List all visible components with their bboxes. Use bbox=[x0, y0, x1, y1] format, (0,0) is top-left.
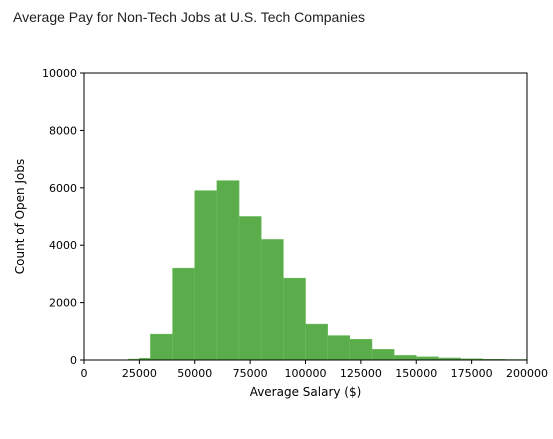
histogram-bar-2 bbox=[150, 333, 173, 361]
histogram-bar-13 bbox=[393, 355, 417, 361]
histogram-bar-11 bbox=[349, 339, 373, 361]
x-axis-label: Average Salary ($) bbox=[250, 385, 362, 399]
x-tick-label-6: 150000 bbox=[395, 367, 437, 380]
y-tick-label-3: 6000 bbox=[49, 182, 77, 195]
x-tick-label-2: 50000 bbox=[177, 367, 212, 380]
x-tick-label-4: 100000 bbox=[285, 367, 327, 380]
x-tick-label-8: 200000 bbox=[506, 367, 548, 380]
histogram-bar-6 bbox=[238, 216, 262, 361]
x-tick-label-3: 75000 bbox=[233, 367, 268, 380]
histogram-bar-4 bbox=[194, 190, 218, 361]
x-tick-label-0: 0 bbox=[81, 367, 88, 380]
y-tick-label-0: 0 bbox=[70, 354, 77, 367]
x-tick-label-1: 25000 bbox=[122, 367, 157, 380]
histogram-bar-12 bbox=[371, 349, 395, 361]
bars-group bbox=[128, 180, 528, 361]
x-axis-ticks: 0 25000 50000 75000 100000 125000 150000 175000… bbox=[81, 360, 548, 380]
histogram-bar-3 bbox=[172, 267, 196, 361]
histogram-bar-5 bbox=[216, 180, 240, 361]
chart-title: Average Pay for Non-Tech Jobs at U.S. Te… bbox=[13, 9, 365, 25]
histogram-bar-7 bbox=[260, 239, 284, 361]
y-tick-label-5: 10000 bbox=[42, 67, 77, 80]
y-axis-label: Count of Open Jobs bbox=[13, 159, 27, 274]
histogram-bar-10 bbox=[327, 335, 351, 361]
y-tick-label-1: 2000 bbox=[49, 297, 77, 310]
y-tick-label-4: 8000 bbox=[49, 124, 77, 137]
histogram-bar-8 bbox=[283, 277, 306, 361]
x-tick-label-5: 125000 bbox=[340, 367, 382, 380]
y-axis-ticks: 0 2000 4000 6000 8000 10000 bbox=[42, 67, 84, 367]
x-tick-label-7: 175000 bbox=[451, 367, 493, 380]
y-tick-label-2: 4000 bbox=[49, 239, 77, 252]
histogram-bar-9 bbox=[305, 323, 328, 361]
